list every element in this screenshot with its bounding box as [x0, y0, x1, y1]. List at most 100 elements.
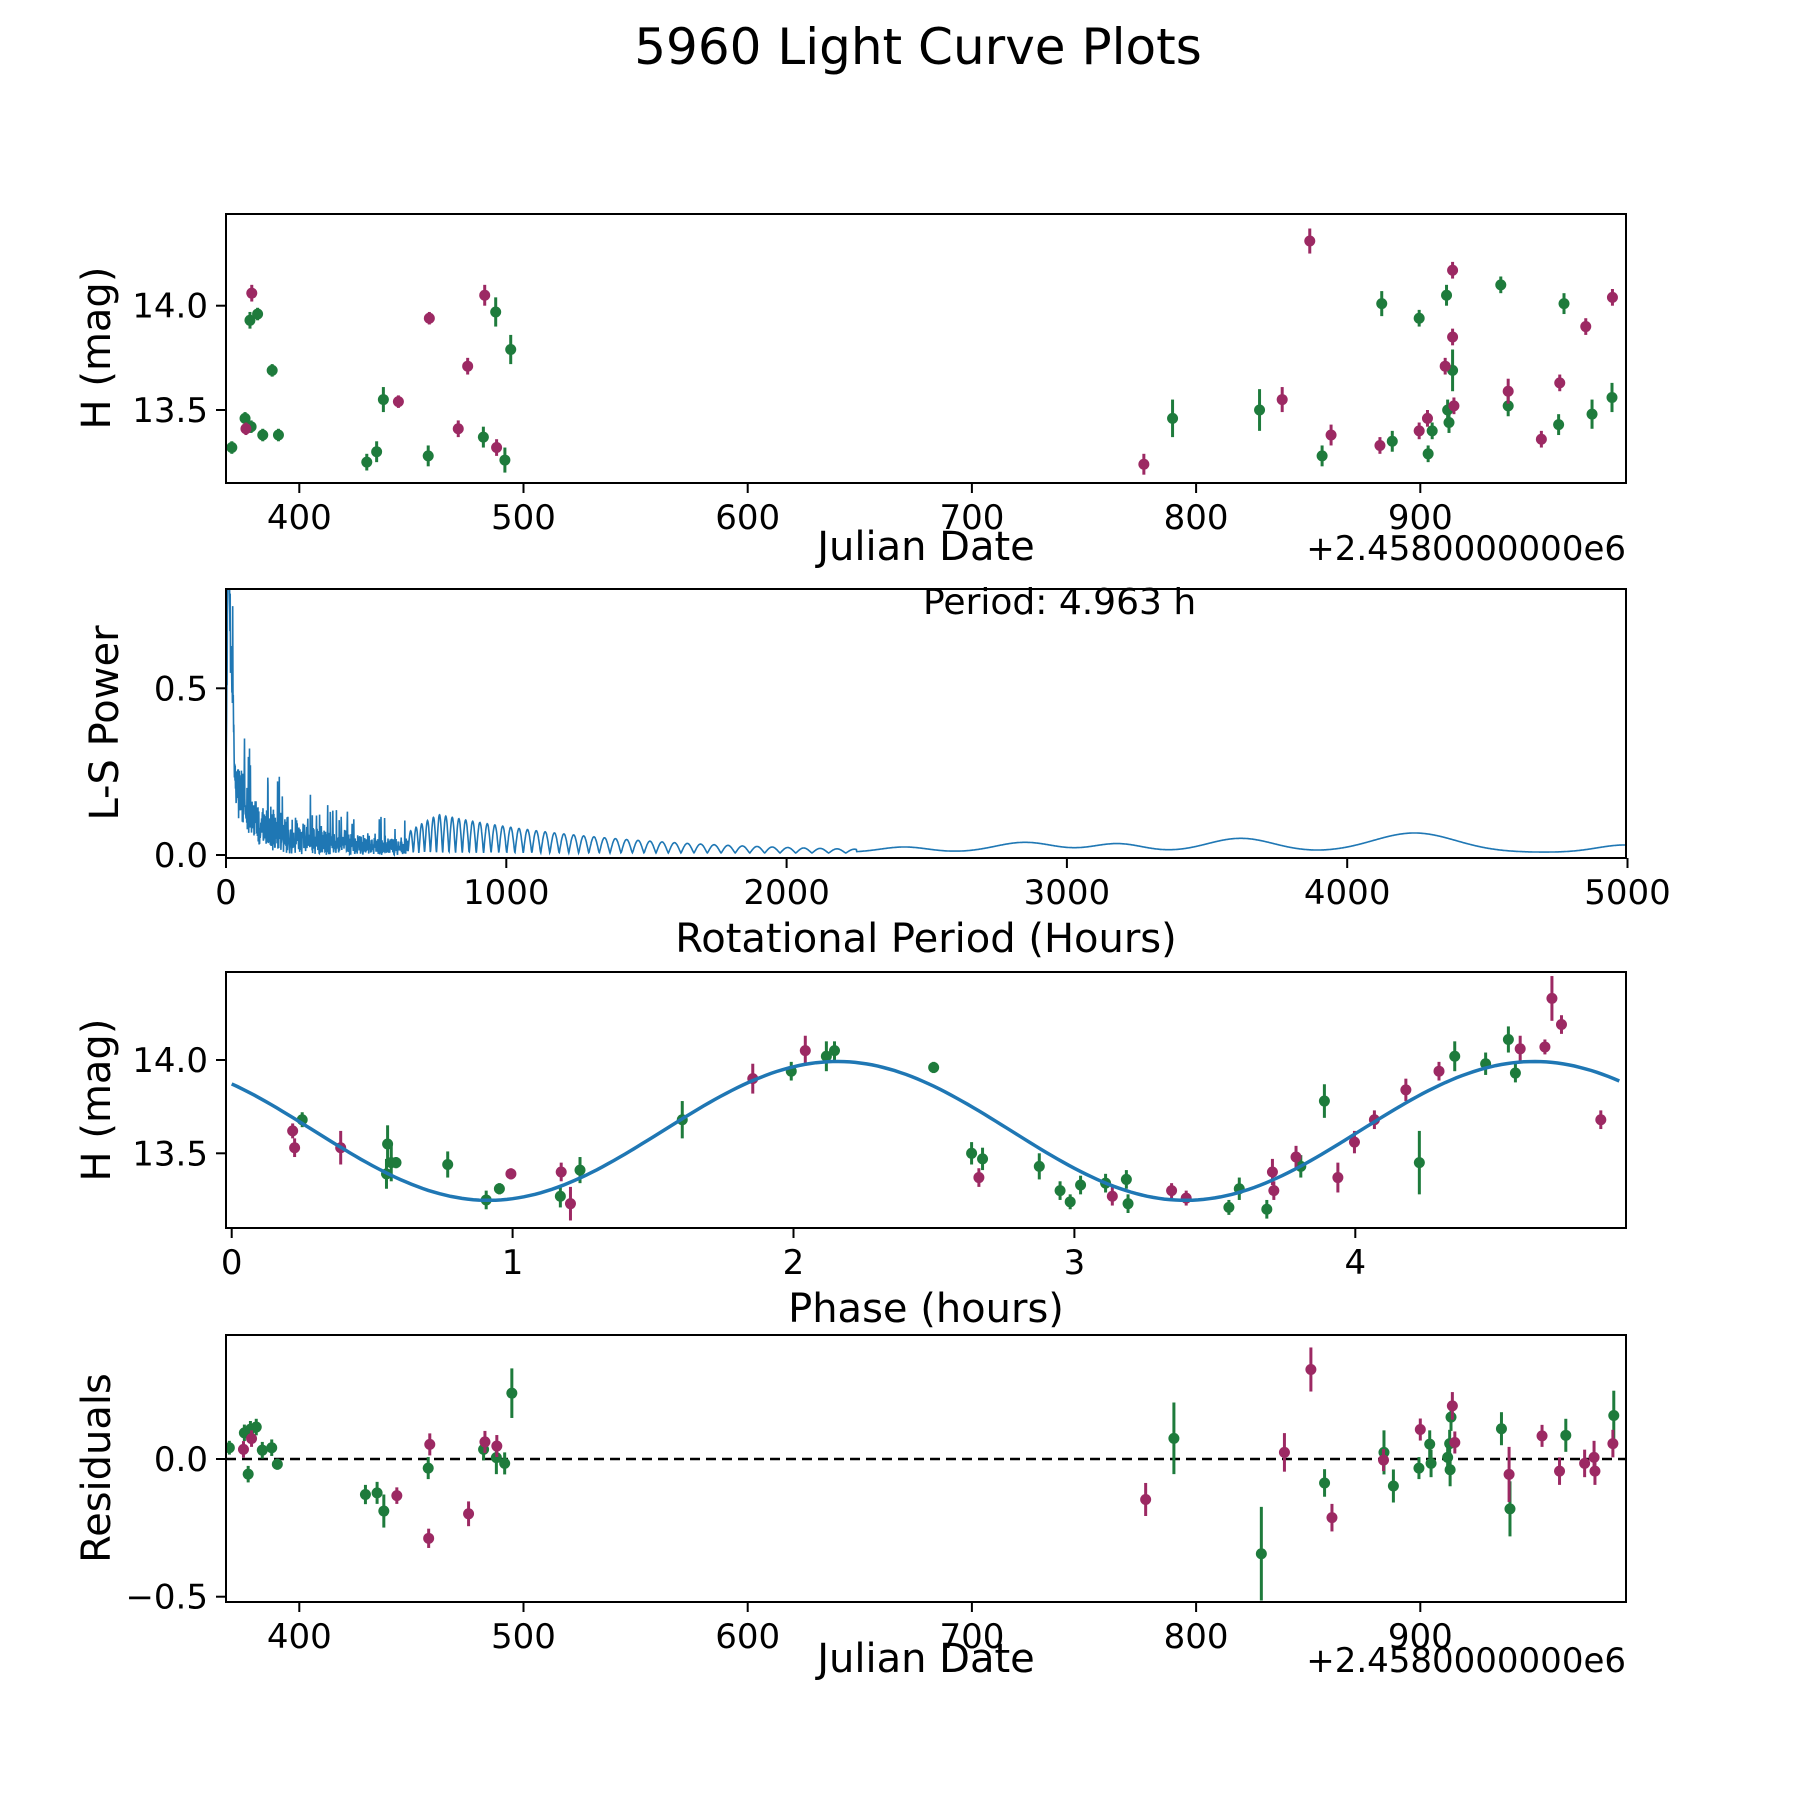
data-point [1503, 1468, 1515, 1480]
data-point [377, 394, 389, 406]
data-point [1332, 1172, 1344, 1184]
data-point [1502, 400, 1514, 412]
data-point [1586, 408, 1598, 420]
data-point [1166, 1185, 1178, 1197]
data-point [244, 314, 256, 326]
data-point [1054, 1185, 1066, 1197]
y-tick-label: 0.0 [154, 1440, 208, 1480]
x-tick-label: 2 [783, 1243, 805, 1283]
data-point [1558, 298, 1570, 310]
data-point [1514, 1043, 1526, 1055]
data-point [289, 1142, 301, 1154]
y-tick-label: 0.5 [154, 669, 208, 709]
data-point [1140, 1493, 1152, 1505]
plot-periodogram: Rotational Period (Hours) L-S Power Peri… [82, 582, 1671, 962]
data-point [1433, 1065, 1445, 1077]
data-point [479, 1436, 491, 1448]
data-point [371, 1487, 383, 1499]
data-point [1589, 1465, 1601, 1477]
x-tick-label: 600 [715, 1617, 780, 1657]
data-point [977, 1153, 989, 1165]
data-point [1441, 289, 1453, 301]
data-point [1447, 331, 1459, 343]
data-point [1318, 1095, 1330, 1107]
data-point [574, 1164, 586, 1176]
data-point [499, 1457, 511, 1469]
x-tick-label: 0 [215, 873, 237, 913]
plot-residuals: Julian Date +2.4580000000e6 Residuals 40… [74, 1334, 1627, 1682]
data-point [423, 312, 435, 324]
data-point [1413, 425, 1425, 437]
periodogram-line [226, 589, 1626, 857]
data-point [359, 1489, 371, 1501]
data-point [226, 1442, 235, 1454]
data-point [442, 1158, 454, 1170]
data-point [1266, 1166, 1278, 1178]
data-point [1400, 1084, 1412, 1096]
x-tick-label: 800 [1164, 498, 1229, 538]
data-point [1138, 458, 1150, 470]
x-tick-label: 700 [939, 498, 1004, 538]
data-point [1268, 1185, 1280, 1197]
data-point [1387, 1480, 1399, 1492]
data-point [1502, 385, 1514, 397]
data-point [1064, 1196, 1076, 1208]
plot2-xlabel: Rotational Period (Hours) [675, 916, 1176, 962]
data-point [973, 1172, 985, 1184]
data-point [378, 1505, 390, 1517]
data-point [422, 450, 434, 462]
y-tick-label: 0.0 [154, 836, 208, 876]
data-point [1495, 1423, 1507, 1435]
data-point [1539, 1041, 1551, 1053]
data-point [491, 1440, 503, 1452]
data-point [239, 412, 251, 424]
data-point [1449, 1436, 1461, 1448]
data-point [1223, 1201, 1235, 1213]
data-point [799, 1045, 811, 1057]
data-point [506, 1387, 518, 1399]
data-point [1168, 1432, 1180, 1444]
data-point [257, 429, 269, 441]
data-point [1504, 1503, 1516, 1515]
data-point [1495, 279, 1507, 291]
y-tick-label: −0.5 [125, 1578, 208, 1618]
data-point [829, 1045, 841, 1057]
data-point [422, 1462, 434, 1474]
x-tick-label: 700 [939, 1617, 1004, 1657]
data-point [452, 423, 464, 435]
plot-data-area [226, 589, 1626, 857]
data-point [1443, 417, 1455, 429]
data-point [1502, 1033, 1514, 1045]
plot-light-curve: Julian Date +2.4580000000e6 H (mag) 400 5… [74, 213, 1627, 570]
x-tick-label: 1000 [463, 873, 550, 913]
plot4-x-offset-label: +2.4580000000e6 [1306, 1641, 1626, 1681]
x-tick-label: 900 [1388, 498, 1453, 538]
data-point [1553, 419, 1565, 431]
data-point [1444, 1464, 1456, 1476]
data-point [1378, 1454, 1390, 1466]
data-point [479, 289, 491, 301]
data-point [1546, 992, 1558, 1004]
y-tick-label: 14.0 [132, 1041, 208, 1081]
data-point [554, 1190, 566, 1202]
data-point [1536, 1430, 1548, 1442]
axes-frame [225, 1334, 1627, 1603]
y-tick-label: 14.0 [132, 287, 208, 327]
data-point [361, 456, 373, 468]
data-point [820, 1050, 832, 1062]
axes-frame [225, 971, 1627, 1229]
data-point [1413, 1462, 1425, 1474]
data-point [226, 442, 238, 454]
data-point [1579, 1457, 1591, 1469]
data-point [1304, 235, 1316, 247]
data-point [1276, 394, 1288, 406]
x-tick-label: 600 [715, 498, 780, 538]
data-point [1386, 435, 1398, 447]
data-point [490, 1452, 502, 1464]
data-point [266, 1442, 278, 1454]
data-point [1447, 264, 1459, 276]
data-point [424, 1438, 436, 1450]
plot1-xlabel: Julian Date [814, 524, 1035, 570]
data-point [499, 454, 511, 466]
plot4-xlabel: Julian Date [814, 1636, 1035, 1682]
